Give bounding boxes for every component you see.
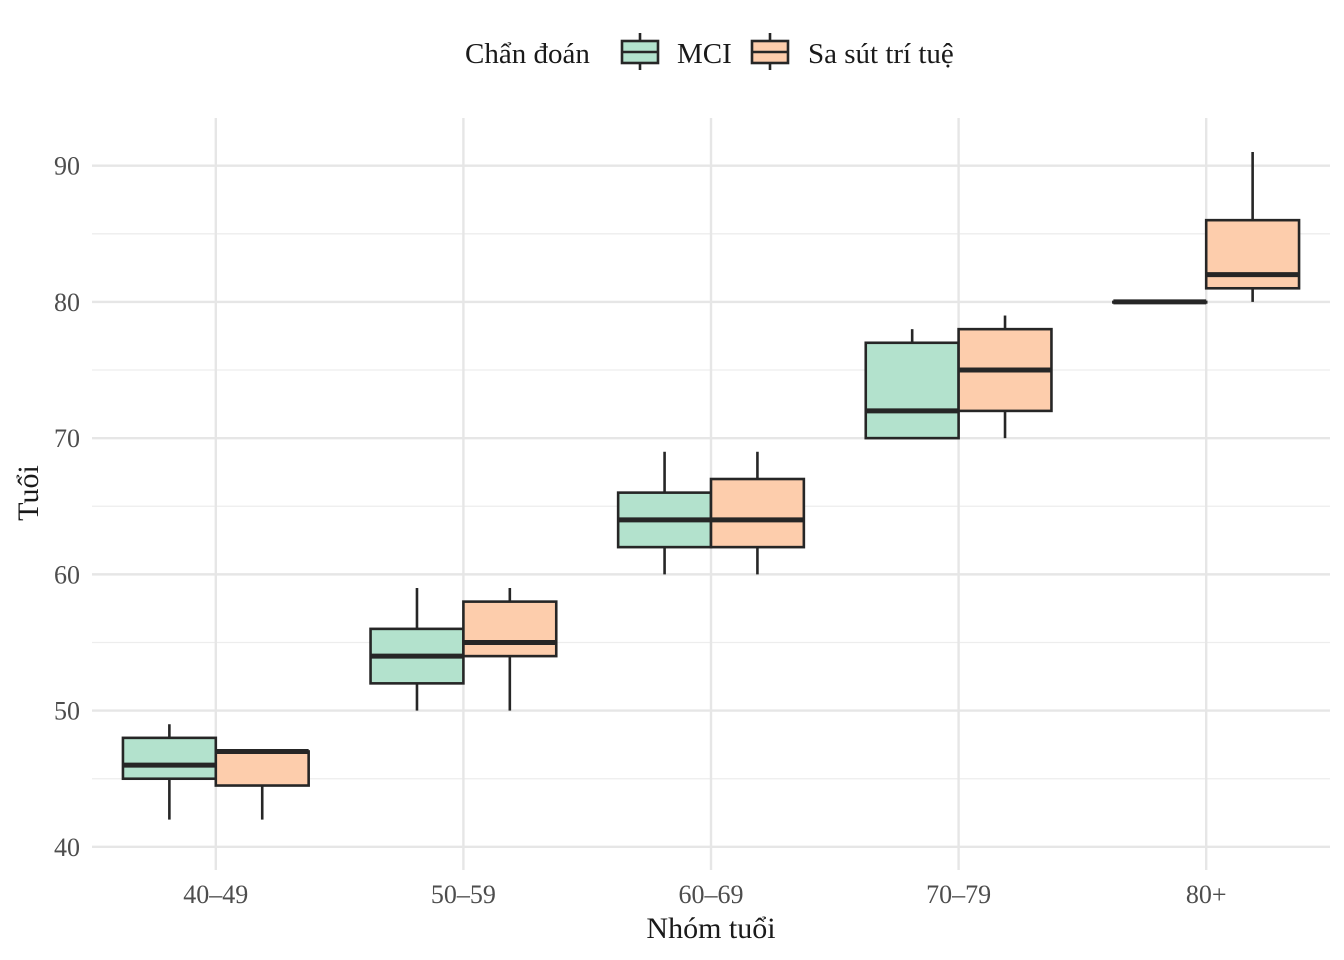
box-iqr <box>462 600 558 658</box>
y-tick-label: 40 <box>54 833 80 862</box>
y-tick-label: 60 <box>54 560 80 589</box>
legend-label-dementia: Sa sút trí tuệ <box>808 38 954 70</box>
x-tick-label: 80+ <box>1186 880 1227 909</box>
box-iqr <box>1204 218 1301 290</box>
boxplot-mci-4 <box>864 329 960 440</box>
box-iqr <box>121 736 218 781</box>
boxplot-dementia-1 <box>214 748 310 820</box>
legend-title: Chẩn đoán <box>465 38 590 70</box>
y-tick-label: 50 <box>54 697 80 726</box>
box-iqr <box>214 750 310 787</box>
boxplot-mci-5 <box>1112 299 1208 305</box>
x-axis-title: Nhóm tuổi <box>646 912 775 945</box>
boxplot-dementia-3 <box>709 451 806 575</box>
boxplot-mci-1 <box>121 724 218 820</box>
box-iqr <box>864 341 960 440</box>
boxplots <box>121 152 1301 820</box>
x-tick-label: 50–59 <box>431 880 496 909</box>
x-tick-label: 70–79 <box>926 880 991 909</box>
boxplot-mci-3 <box>616 451 713 575</box>
x-tick-label: 60–69 <box>679 880 744 909</box>
boxplot-dementia-2 <box>462 588 558 711</box>
boxplot-mci-2 <box>369 588 465 711</box>
x-axis-ticks: 40–49 50–59 60–69 70–79 80+ <box>183 880 1226 909</box>
legend-key-mci <box>620 33 660 70</box>
legend: Chẩn đoán MCI Sa sút trí tuệ <box>465 33 954 70</box>
x-tick-label: 40–49 <box>183 880 248 909</box>
boxplot-dementia-5 <box>1204 152 1301 302</box>
box-iqr <box>709 477 806 549</box>
y-tick-label: 90 <box>54 152 80 181</box>
y-tick-label: 80 <box>54 288 80 317</box>
legend-key-dementia <box>750 33 790 70</box>
y-tick-label: 70 <box>54 424 80 453</box>
y-axis-title: Tuổi <box>12 465 45 521</box>
legend-label-mci: MCI <box>677 38 732 70</box>
boxplot-dementia-4 <box>957 315 1053 439</box>
y-axis-ticks: 40 50 60 70 80 90 <box>54 152 80 862</box>
